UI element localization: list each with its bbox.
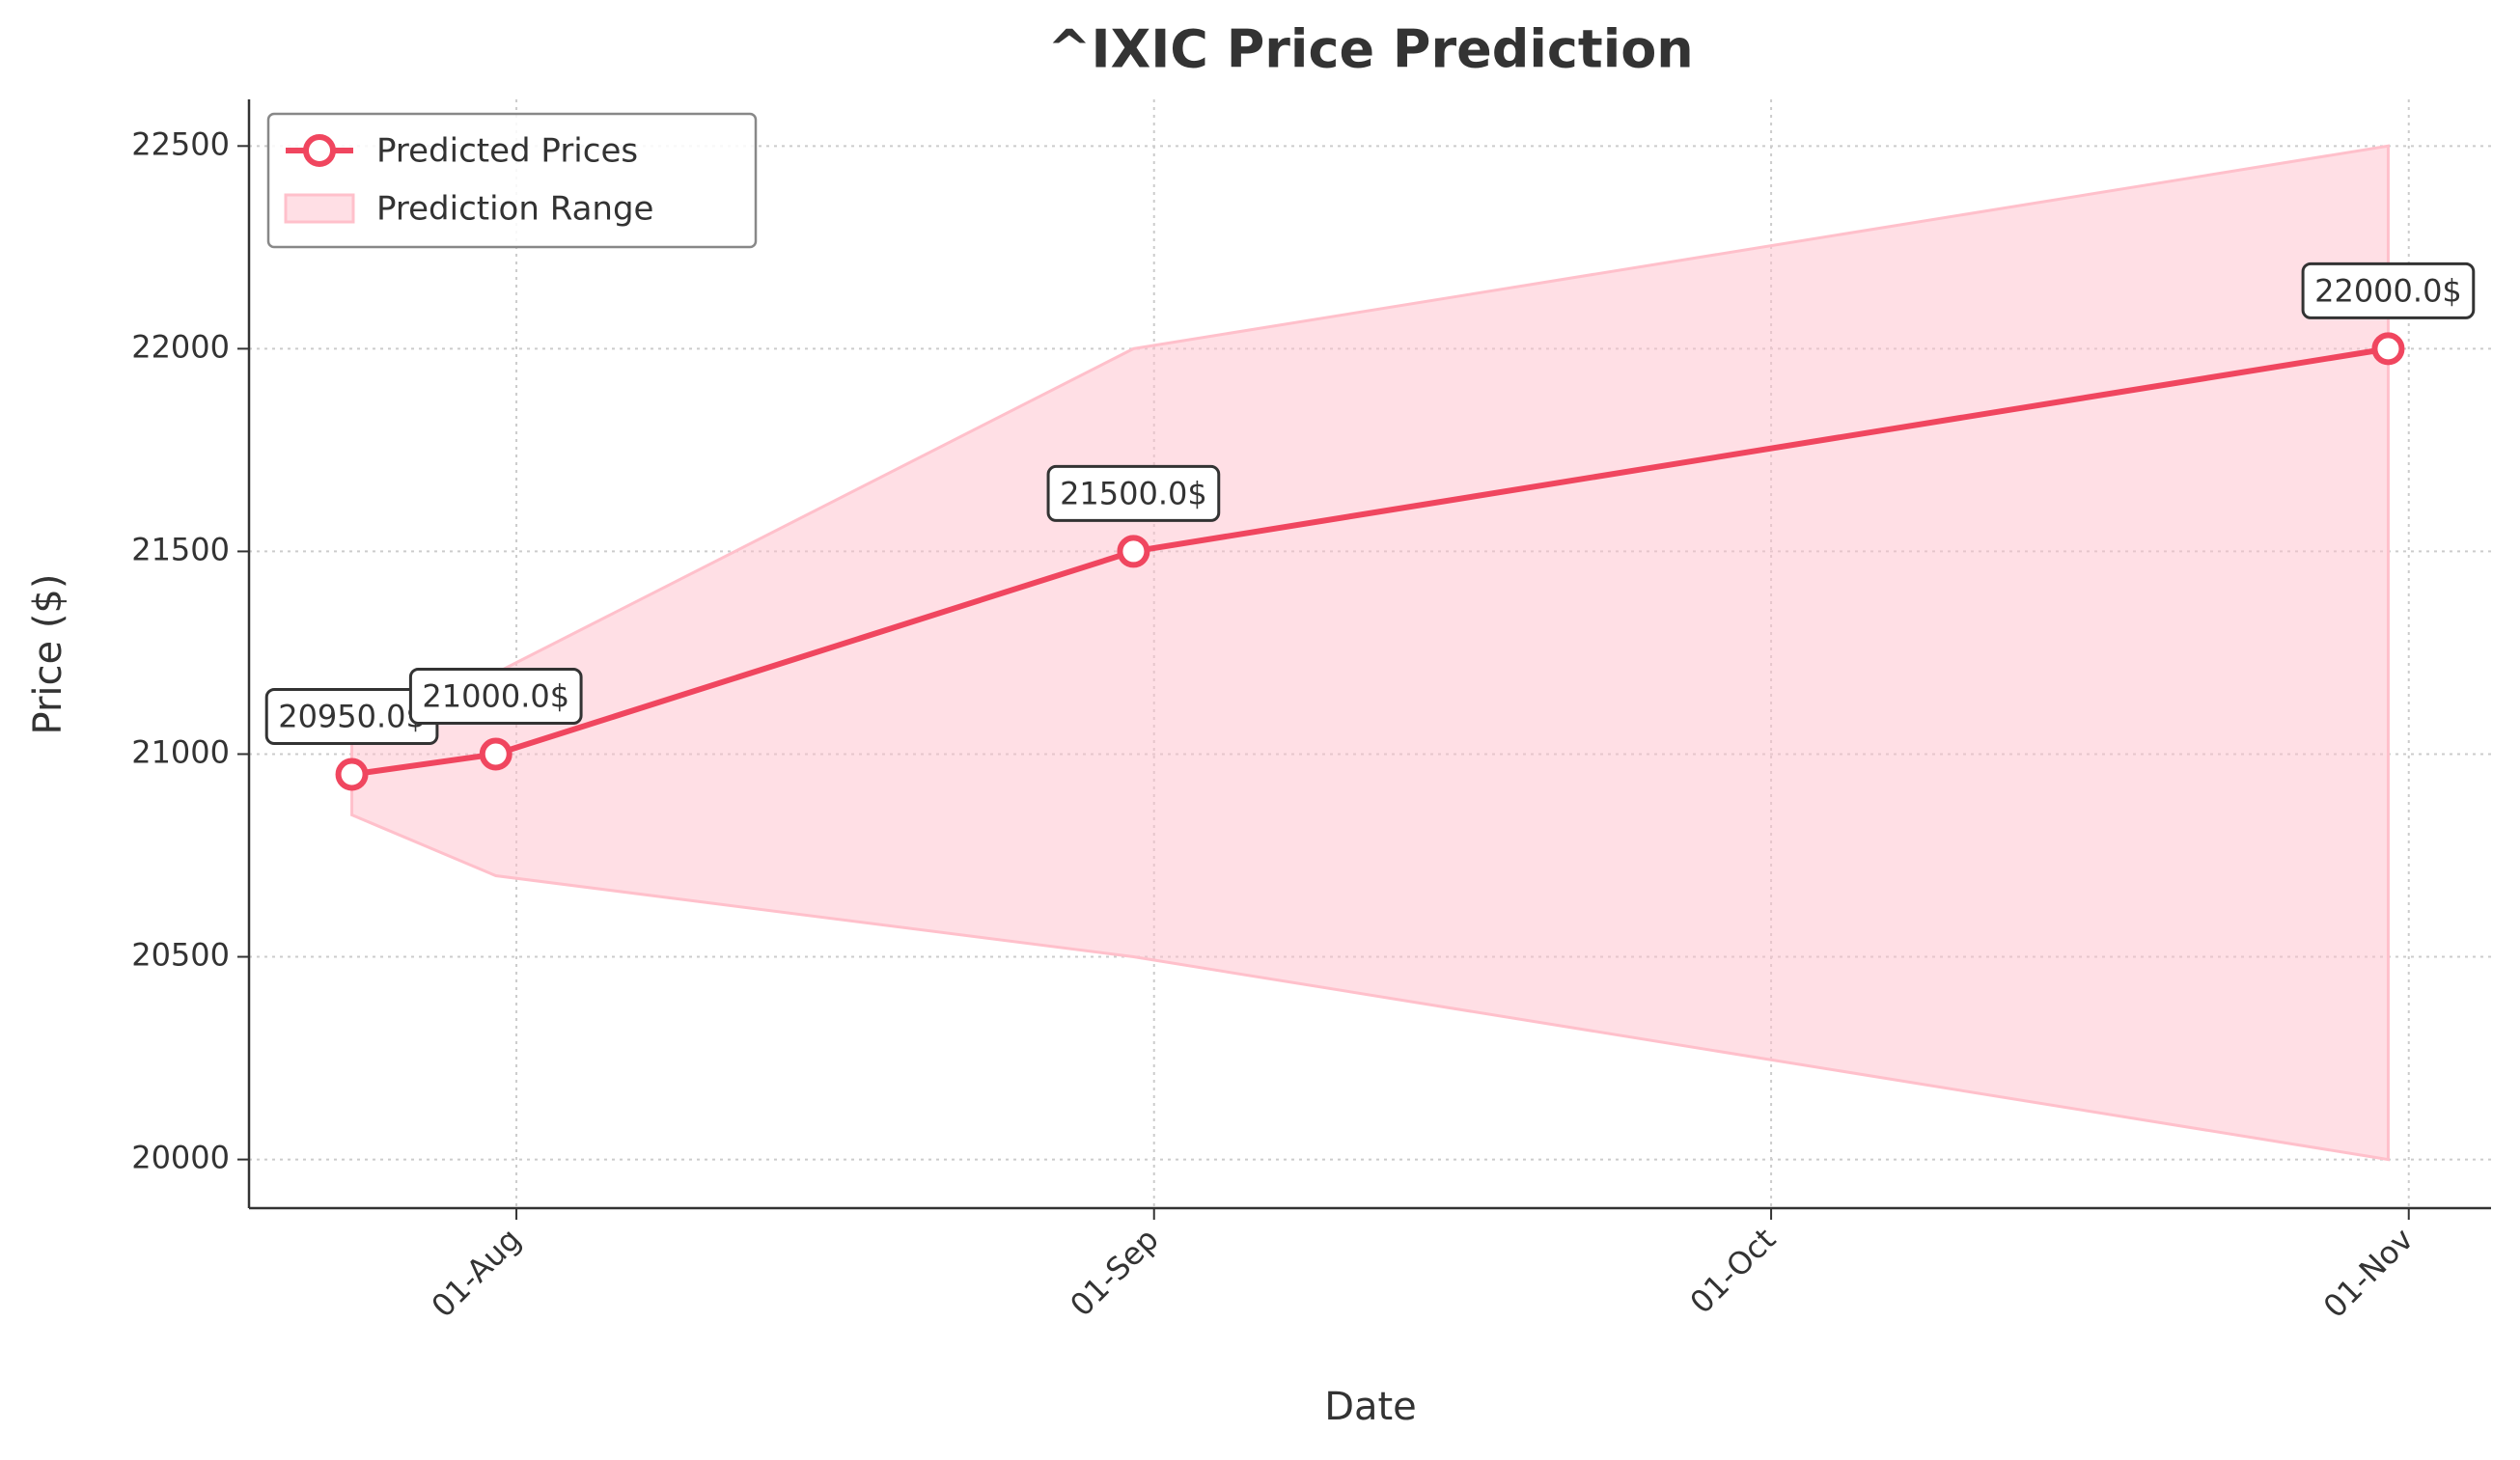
value-label: 20950.0$ <box>264 687 439 745</box>
value-label-text: 22000.0$ <box>2314 272 2462 309</box>
point <box>2371 332 2405 366</box>
x-tick-label: 01-Nov <box>2316 1221 2421 1325</box>
y-tick-label: 20500 <box>131 937 230 974</box>
value-label: 21500.0$ <box>1046 464 1221 522</box>
y-tick-label: 21500 <box>131 531 230 567</box>
price-line <box>351 345 2389 778</box>
chart-title: ^IXIC Price Prediction <box>1047 19 1694 80</box>
legend: Predicted Prices Prediction Range <box>266 112 758 249</box>
legend-marker <box>303 134 336 167</box>
y-axis-label: Price ($) <box>26 574 70 735</box>
value-label: 21000.0$ <box>408 667 583 725</box>
x-tick-label: 01-Sep <box>1063 1221 1165 1323</box>
value-label-text: 20950.0$ <box>278 698 426 734</box>
y-tick-label: 22000 <box>131 328 230 365</box>
legend-label: Prediction Range <box>376 190 653 229</box>
legend-box <box>266 112 758 249</box>
y-tick-label: 21000 <box>131 733 230 770</box>
x-tick-label: 01-Aug <box>425 1221 529 1325</box>
point <box>479 737 512 771</box>
label-box <box>408 667 583 725</box>
legend-label: Predicted Prices <box>376 132 638 171</box>
value-label: 22000.0$ <box>2301 262 2476 319</box>
label-box <box>2301 262 2476 319</box>
x-axis-label: Date <box>1324 1385 1417 1429</box>
prediction-range <box>350 144 2390 1162</box>
y-tick-label: 20000 <box>131 1140 230 1176</box>
label-box <box>1046 464 1221 522</box>
point <box>1117 535 1150 568</box>
value-label-text: 21000.0$ <box>422 677 569 714</box>
legend-swatch <box>284 193 355 224</box>
point <box>335 758 369 791</box>
y-tick-label: 22500 <box>131 125 230 162</box>
x-tick-label: 01-Oct <box>1683 1221 1784 1321</box>
value-label-text: 21500.0$ <box>1060 475 1207 511</box>
